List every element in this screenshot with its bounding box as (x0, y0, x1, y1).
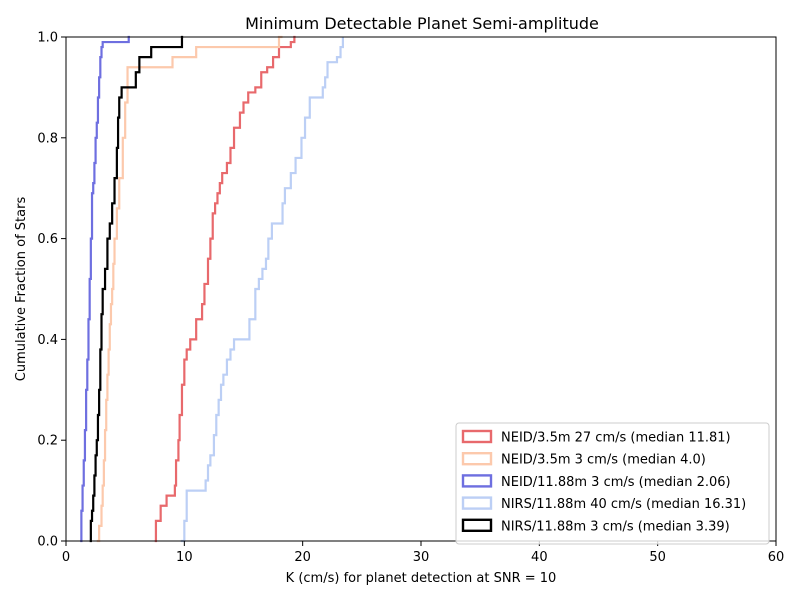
series-line-5 (89, 35, 184, 543)
x-tick-label: 0 (62, 550, 70, 565)
chart-title: Minimum Detectable Planet Semi-amplitude (245, 14, 599, 33)
x-tick-label: 30 (413, 550, 430, 565)
legend: NEID/3.5m 27 cm/s (median 11.81) NEID/3.5… (455, 422, 770, 545)
x-tick-label: 20 (294, 550, 311, 565)
legend-swatch-3 (461, 474, 493, 488)
series-line-2 (96, 35, 283, 543)
plot-series-group (80, 35, 344, 543)
legend-label-2: NEID/3.5m 3 cm/s (median 4.0) (501, 453, 706, 468)
legend-swatch-1 (461, 429, 493, 444)
series-line-1 (154, 35, 296, 543)
legend-swatch-2 (461, 452, 493, 466)
x-tick-label: 60 (768, 550, 785, 565)
x-axis-label: K (cm/s) for planet detection at SNR = 1… (286, 571, 557, 586)
legend-label-5: NIRS/11.88m 3 cm/s (median 3.39) (501, 519, 730, 534)
y-tick-label: 0.2 (37, 434, 58, 449)
legend-label-3: NEID/11.88m 3 cm/s (median 2.06) (501, 475, 731, 490)
legend-swatch-4 (461, 496, 493, 510)
y-tick-label: 0.8 (37, 131, 58, 146)
y-tick-label: 1.0 (37, 31, 58, 46)
x-tick-label: 40 (531, 550, 548, 565)
legend-box (455, 422, 770, 545)
series-line-3 (80, 35, 130, 543)
x-tick-label: 10 (176, 550, 193, 565)
y-tick-label: 0.0 (37, 535, 58, 550)
legend-swatch-5 (461, 518, 493, 532)
legend-label-1: NEID/3.5m 27 cm/s (median 11.81) (501, 431, 731, 446)
legend-label-4: NIRS/11.88m 40 cm/s (median 16.31) (501, 497, 746, 512)
y-axis: 0.0 0.2 0.4 0.6 0.8 1.0 (37, 31, 66, 550)
x-tick-label: 50 (649, 550, 666, 565)
y-tick-label: 0.4 (37, 333, 58, 348)
series-line-4 (180, 37, 344, 543)
y-axis-label: Cumulative Fraction of Stars (14, 197, 29, 382)
y-tick-label: 0.6 (37, 232, 58, 247)
x-axis: 0 10 20 30 40 50 60 (62, 541, 784, 565)
